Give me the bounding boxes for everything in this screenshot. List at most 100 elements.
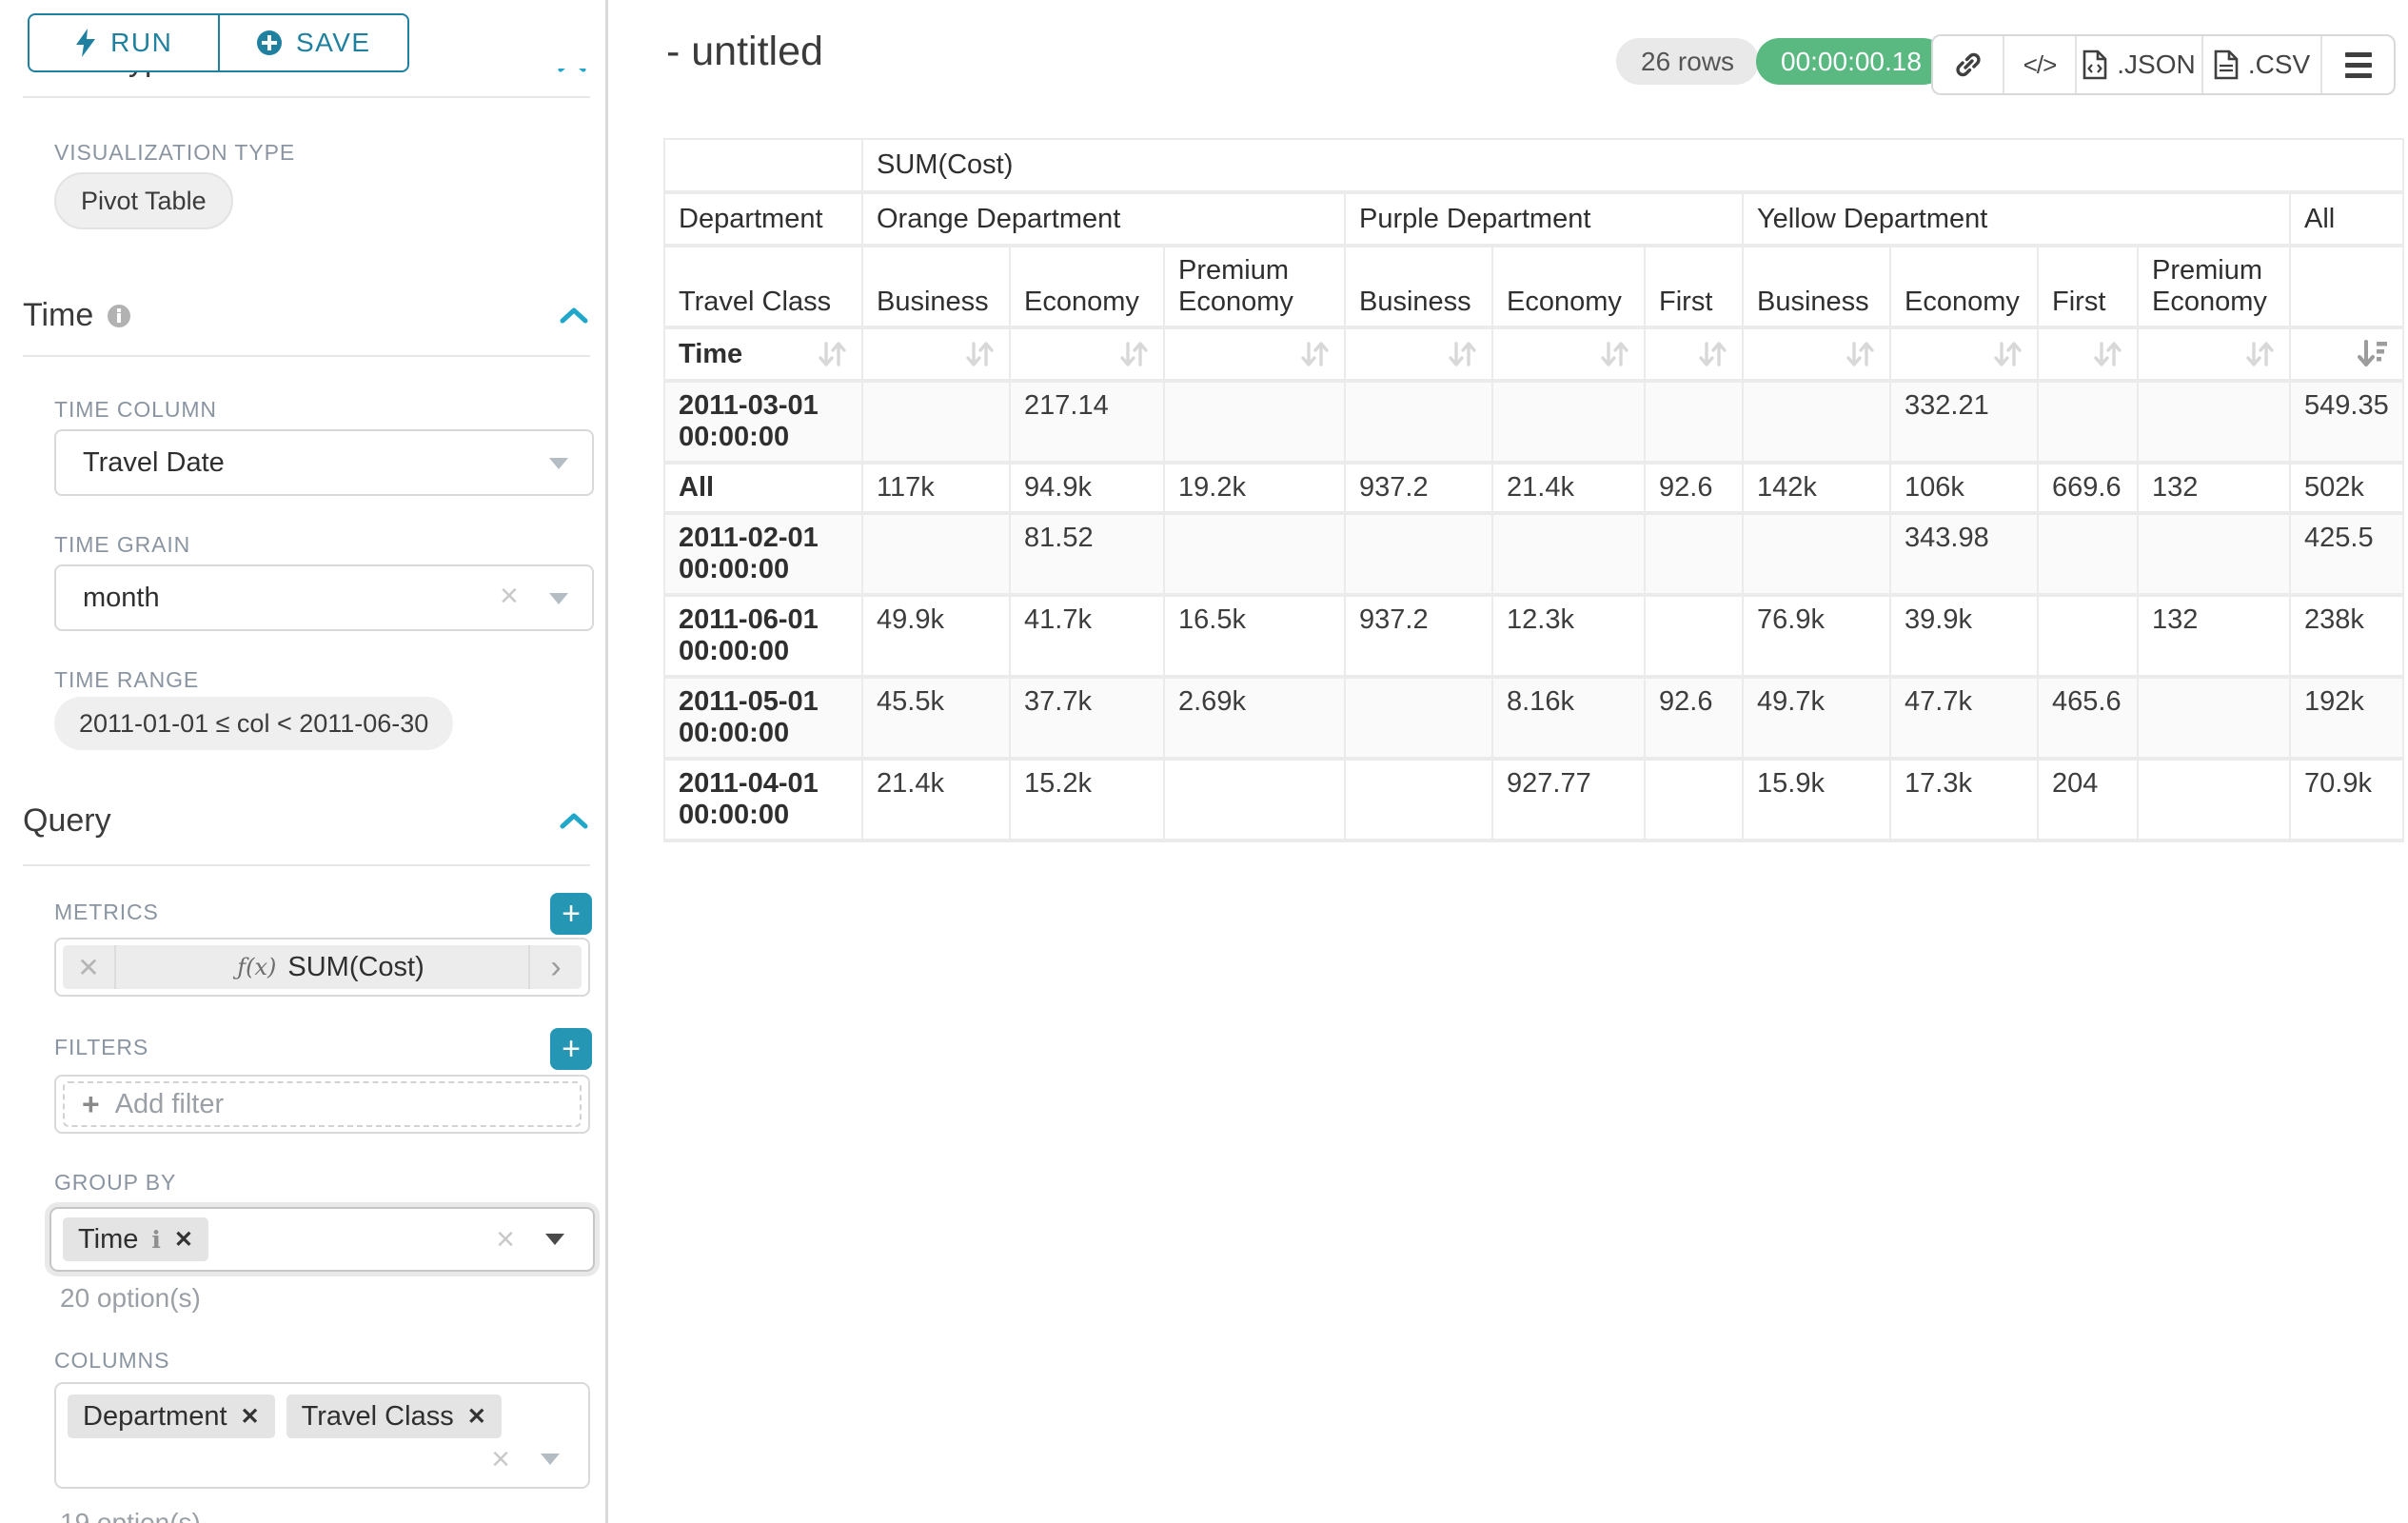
pivot-cell: 465.6 [2038,677,2138,759]
sort-column-toggle[interactable] [1345,327,1492,381]
pivot-cell: 549.35 [2290,381,2403,463]
sort-column-toggle[interactable] [1890,327,2038,381]
sort-column-toggle[interactable] [1492,327,1645,381]
query-section-heading: Query [23,802,111,840]
remove-chip-icon[interactable]: ✕ [241,1403,260,1431]
selected-value-chip[interactable]: Department ✕ [68,1394,275,1438]
remove-chip-icon[interactable]: ✕ [174,1226,193,1254]
sort-column-toggle[interactable] [2038,327,2138,381]
json-label: .JSON [2117,49,2195,80]
time-grain-select[interactable]: month × [54,564,594,631]
department-axis-label: Department [664,192,862,246]
pivot-cell: 937.2 [1345,463,1492,513]
columns-select[interactable]: Department ✕ Travel Class ✕ × [54,1382,590,1489]
time-column-select[interactable]: Travel Date [54,429,594,496]
viz-type-pill[interactable]: Pivot Table [54,172,233,229]
chip-label: Department [83,1401,227,1433]
selected-value-chip[interactable]: Timei✕ [63,1217,208,1261]
travel-class-header: Economy [1010,246,1164,327]
share-link-button[interactable] [1933,36,2003,93]
sort-column-toggle[interactable] [1645,327,1743,381]
travel-class-header: Business [862,246,1010,327]
pivot-row: 2011-02-01 00:00:0081.52343.98425.5 [664,513,2403,595]
divider [23,96,590,98]
clear-icon[interactable]: × [491,1443,510,1475]
export-json-button[interactable]: .JSON [2075,36,2201,93]
export-csv-button[interactable]: .CSV [2201,36,2320,93]
columns-option-count: 19 option(s) [60,1508,201,1523]
sort-column-toggle[interactable] [1010,327,1164,381]
pivot-cell [862,513,1010,595]
sort-column-toggle[interactable] [2138,327,2290,381]
clear-icon[interactable]: × [500,580,519,612]
add-filter-button[interactable]: + Add filter [63,1081,582,1127]
department-group-header: Yellow Department [1743,192,2290,246]
export-button-group: </> .JSON .CSV [1931,34,2396,95]
add-metric-button[interactable]: + [550,893,592,935]
group-by-select[interactable]: Timei✕ × [49,1207,595,1272]
pivot-cell: 502k [2290,463,2403,513]
pivot-cell [1645,381,1743,463]
plus-circle-icon [256,30,283,56]
pivot-cell [862,381,1010,463]
more-options-button[interactable] [2320,36,2394,93]
divider [23,355,590,357]
time-section-collapse-icon[interactable] [560,307,588,324]
sort-column-toggle[interactable] [862,327,1010,381]
panel-scrollbar[interactable] [605,0,608,1523]
time-grain-label: TIME GRAIN [54,532,190,558]
explore-view: Chart Type RUN SAVE VISUALIZATION TYPE P… [0,0,2408,1523]
sort-toggle-icon [1446,338,1478,370]
pivot-cell [2138,513,2290,595]
travel-class-header: Economy [1492,246,1645,327]
info-icon: i [151,1226,161,1254]
pivot-cell: 132 [2138,463,2290,513]
pivot-cell [2038,513,2138,595]
expand-metric-icon[interactable]: › [528,945,582,989]
department-group-header: Purple Department [1345,192,1743,246]
sort-column-toggle[interactable] [1164,327,1345,381]
clear-icon[interactable]: × [496,1223,515,1256]
pivot-row: 2011-06-01 00:00:0049.9k41.7k16.5k937.21… [664,595,2403,677]
query-duration-badge: 00:00:00.18 [1756,38,1946,85]
selected-value-chip[interactable]: Travel Class ✕ [286,1394,502,1438]
info-icon [107,304,131,328]
run-button[interactable]: RUN [30,15,218,70]
pivot-row-label: 2011-04-01 00:00:00 [664,759,862,841]
pivot-cell: 15.2k [1010,759,1164,841]
pivot-cell: 81.52 [1010,513,1164,595]
pivot-cell [1743,381,1890,463]
pivot-row-label: 2011-06-01 00:00:00 [664,595,862,677]
metrics-label: METRICS [54,900,159,925]
time-range-pill[interactable]: 2011-01-01 ≤ col < 2011-06-30 [54,697,453,750]
travel-class-header: Business [1743,246,1890,327]
query-section-collapse-icon[interactable] [560,812,588,829]
sort-toggle-icon [1298,338,1331,370]
sort-toggle-icon [2091,338,2123,370]
view-query-button[interactable]: </> [2003,36,2075,93]
sort-toggle-icon [2243,338,2276,370]
pivot-row-label: 2011-02-01 00:00:00 [664,513,862,595]
add-filter-plus-button[interactable]: + [550,1028,592,1070]
columns-label: COLUMNS [54,1348,169,1374]
sort-column-active[interactable] [2290,327,2403,381]
menu-icon [2345,52,2372,78]
travel-class-header: Premium Economy [2138,246,2290,327]
sort-column-toggle[interactable] [1743,327,1890,381]
metric-pill[interactable]: ✕ ƒ(x) SUM(Cost) › [63,945,582,989]
chevron-down-icon [549,593,568,604]
save-button[interactable]: SAVE [218,15,408,70]
pivot-cell: 937.2 [1345,595,1492,677]
pivot-cell [1345,677,1492,759]
chart-title: - untitled [666,29,823,75]
run-save-button-group: RUN SAVE [28,13,409,72]
remove-metric-icon[interactable]: ✕ [63,945,116,989]
remove-chip-icon[interactable]: ✕ [467,1403,486,1431]
code-icon: </> [2023,50,2057,80]
lightning-icon [74,29,97,57]
chip-label: Travel Class [302,1401,454,1433]
pivot-cell: 142k [1743,463,1890,513]
travel-class-header: Business [1345,246,1492,327]
pivot-cell: 204 [2038,759,2138,841]
sort-by-row-label[interactable]: Time [664,327,862,381]
